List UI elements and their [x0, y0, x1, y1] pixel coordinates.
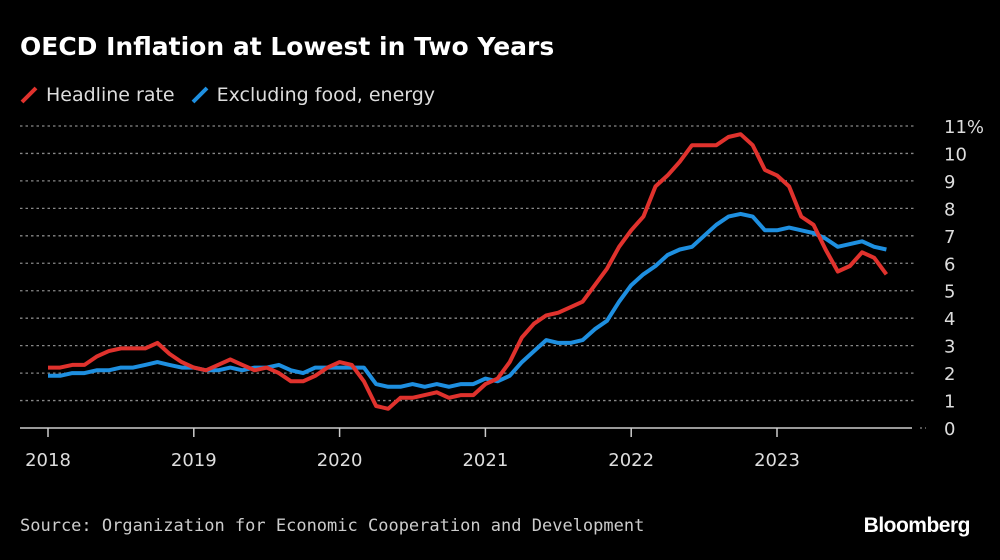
y-tick-label: 7 — [944, 227, 955, 248]
legend-item-core: Excluding food, energy — [191, 84, 435, 106]
y-tick-label: 2 — [944, 364, 955, 385]
y-tick-label: 8 — [944, 199, 955, 220]
source-note: Source: Organization for Economic Cooper… — [20, 516, 645, 536]
y-tick-label: 5 — [944, 282, 955, 303]
x-tick-label: 2022 — [608, 450, 654, 471]
y-tick-label: 11% — [944, 117, 984, 138]
legend: Headline rate Excluding food, energy — [20, 84, 435, 106]
y-tick-label: 4 — [944, 309, 955, 330]
y-tick-label: 1 — [944, 392, 955, 413]
y-tick-label: 6 — [944, 254, 955, 275]
x-tick-label: 2020 — [317, 450, 363, 471]
x-tick-label: 2018 — [25, 450, 71, 471]
chart-title: OECD Inflation at Lowest in Two Years — [20, 32, 555, 61]
legend-swatch-headline — [20, 86, 38, 104]
legend-label-headline: Headline rate — [46, 84, 175, 106]
y-tick-label: 10 — [944, 144, 967, 165]
legend-swatch-core — [191, 86, 209, 104]
x-tick-label: 2023 — [754, 450, 800, 471]
bloomberg-logo: Bloomberg — [863, 514, 971, 537]
y-tick-label: 0 — [944, 419, 955, 440]
series-line-headline — [48, 132, 889, 411]
x-tick-label: 2019 — [171, 450, 217, 471]
y-tick-label: 9 — [944, 172, 955, 193]
x-tick-label: 2021 — [462, 450, 508, 471]
y-tick-label: 3 — [944, 337, 955, 358]
legend-item-headline: Headline rate — [20, 84, 175, 106]
series-line-core — [48, 211, 887, 389]
legend-label-core: Excluding food, energy — [216, 84, 436, 106]
